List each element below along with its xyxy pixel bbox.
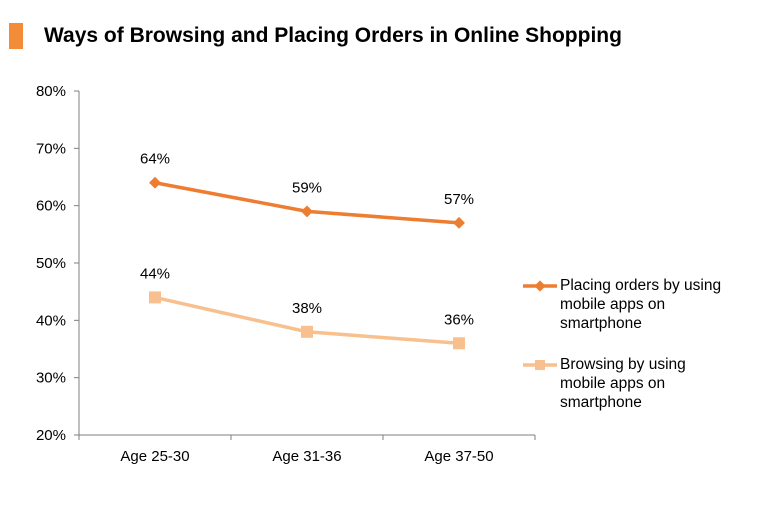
y-tick-label: 40% xyxy=(36,312,66,329)
data-labels: 64% 59% 57% 44% 38% 36% xyxy=(140,151,474,329)
data-label: 64% xyxy=(140,151,170,168)
data-point-square xyxy=(149,291,161,304)
data-point-square xyxy=(453,337,465,350)
y-tick-label: 20% xyxy=(36,427,66,444)
x-tick-label: Age 37-50 xyxy=(424,448,493,465)
legend-square-swatch xyxy=(523,360,557,370)
chart-title: Ways of Browsing and Placing Orders in O… xyxy=(44,24,622,47)
legend-label-line: Placing orders by using xyxy=(560,277,722,294)
y-tick-label: 50% xyxy=(36,255,66,272)
legend-label-line: mobile apps on xyxy=(560,375,666,392)
chart-legend: Placing orders by using mobile apps on s… xyxy=(522,276,762,434)
data-point-diamond xyxy=(301,205,313,218)
data-point-square xyxy=(301,325,313,338)
y-tick-label: 80% xyxy=(36,83,66,100)
legend-label-line: Browsing by using xyxy=(560,356,686,373)
y-tick-label: 70% xyxy=(36,140,66,157)
data-label: 59% xyxy=(292,179,322,196)
legend-label-line: smartphone xyxy=(560,394,642,411)
y-tick-label: 30% xyxy=(36,370,66,387)
title-accent-bar xyxy=(9,23,23,49)
x-tick-label: Age 31-36 xyxy=(272,448,341,465)
x-axis-ticks: Age 25-30 Age 31-36 Age 37-50 xyxy=(78,435,536,465)
legend-label-line: smartphone xyxy=(560,315,642,332)
y-axis-ticks: 20% 30% 40% 50% 60% 70% 80% xyxy=(36,83,79,444)
legend-item-placing-orders: Placing orders by using mobile apps on s… xyxy=(522,276,762,333)
data-label: 57% xyxy=(444,191,474,208)
data-label: 44% xyxy=(140,265,170,282)
y-tick-label: 60% xyxy=(36,198,66,215)
data-point-diamond xyxy=(453,216,465,229)
legend-label-line: mobile apps on xyxy=(560,296,666,313)
chart-axes xyxy=(78,91,535,436)
legend-diamond-swatch xyxy=(523,280,557,292)
x-tick-label: Age 25-30 xyxy=(120,448,189,465)
chart-series xyxy=(149,176,465,350)
data-label: 38% xyxy=(292,300,322,317)
data-point-diamond xyxy=(149,176,161,189)
data-label: 36% xyxy=(444,311,474,328)
legend-item-browsing: Browsing by using mobile apps on smartph… xyxy=(522,355,762,412)
